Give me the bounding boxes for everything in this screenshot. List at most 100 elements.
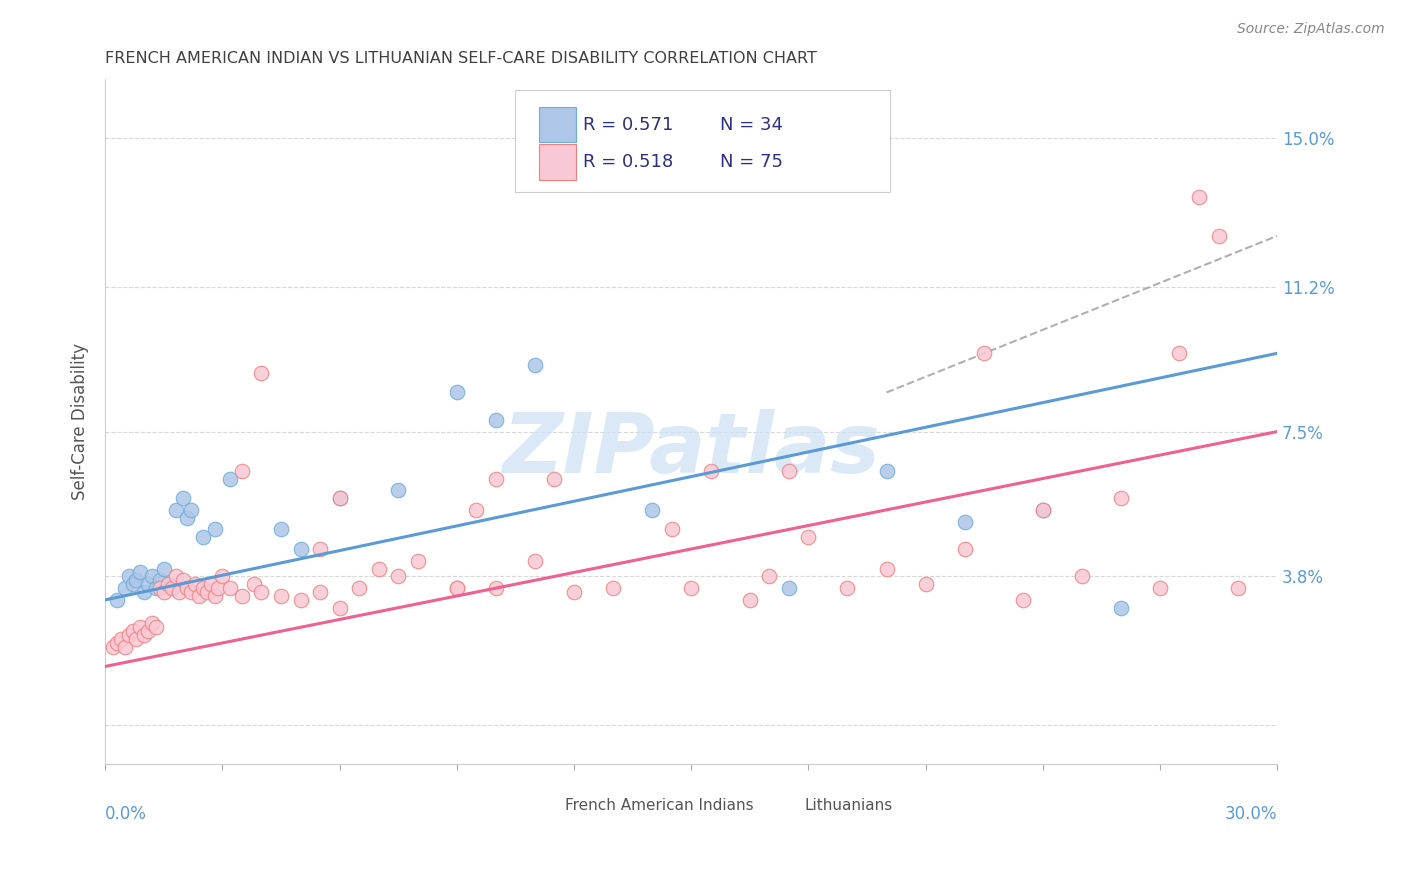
Point bbox=[176, 581, 198, 595]
Point bbox=[387, 569, 409, 583]
Point bbox=[778, 464, 800, 478]
Point bbox=[219, 472, 242, 486]
Point bbox=[160, 581, 183, 595]
Point bbox=[778, 581, 800, 595]
Point bbox=[204, 589, 226, 603]
Point bbox=[165, 569, 187, 583]
Point bbox=[699, 464, 721, 478]
Point bbox=[1168, 346, 1191, 360]
Point bbox=[169, 585, 191, 599]
Point bbox=[180, 503, 202, 517]
Point bbox=[446, 581, 468, 595]
Text: N = 34: N = 34 bbox=[720, 116, 783, 134]
Point bbox=[134, 628, 156, 642]
Point bbox=[953, 541, 976, 556]
Point bbox=[118, 628, 141, 642]
Point bbox=[207, 581, 229, 595]
Point bbox=[114, 581, 136, 595]
FancyBboxPatch shape bbox=[516, 89, 890, 193]
Point bbox=[242, 577, 264, 591]
Point bbox=[876, 561, 898, 575]
Point bbox=[145, 620, 167, 634]
Point bbox=[1012, 593, 1035, 607]
Point bbox=[195, 585, 218, 599]
Text: N = 75: N = 75 bbox=[720, 153, 783, 171]
Point bbox=[661, 523, 683, 537]
Point bbox=[149, 581, 172, 595]
Point bbox=[1032, 503, 1054, 517]
Point bbox=[1227, 581, 1250, 595]
Point bbox=[797, 530, 820, 544]
Point bbox=[290, 593, 312, 607]
Point bbox=[105, 593, 128, 607]
Point bbox=[121, 577, 143, 591]
Point bbox=[602, 581, 624, 595]
Point bbox=[1109, 491, 1132, 505]
Point bbox=[270, 589, 292, 603]
Point bbox=[125, 574, 148, 588]
FancyBboxPatch shape bbox=[765, 794, 799, 817]
Point bbox=[101, 640, 124, 654]
Point bbox=[156, 577, 179, 591]
Point bbox=[153, 561, 176, 575]
Point bbox=[641, 503, 664, 517]
Point bbox=[309, 541, 332, 556]
Point bbox=[211, 569, 233, 583]
Point bbox=[105, 636, 128, 650]
Text: French American Indians: French American Indians bbox=[565, 797, 754, 813]
Point bbox=[309, 585, 332, 599]
Point bbox=[136, 624, 159, 639]
Point bbox=[485, 472, 508, 486]
Text: 30.0%: 30.0% bbox=[1225, 805, 1277, 823]
Point bbox=[141, 569, 163, 583]
Point bbox=[160, 581, 183, 595]
Text: 0.0%: 0.0% bbox=[105, 805, 148, 823]
Point bbox=[204, 523, 226, 537]
Point bbox=[110, 632, 132, 646]
Point bbox=[329, 600, 352, 615]
Text: Source: ZipAtlas.com: Source: ZipAtlas.com bbox=[1237, 22, 1385, 37]
Point bbox=[188, 589, 211, 603]
Point bbox=[1109, 600, 1132, 615]
Text: Lithuanians: Lithuanians bbox=[804, 797, 893, 813]
Point bbox=[145, 581, 167, 595]
Point bbox=[1032, 503, 1054, 517]
Point bbox=[172, 491, 194, 505]
Point bbox=[149, 574, 172, 588]
Point bbox=[141, 616, 163, 631]
Point bbox=[165, 503, 187, 517]
Point bbox=[156, 577, 179, 591]
Point bbox=[446, 581, 468, 595]
FancyBboxPatch shape bbox=[538, 107, 576, 143]
Point bbox=[176, 510, 198, 524]
Point bbox=[953, 515, 976, 529]
Point bbox=[1188, 190, 1211, 204]
Point bbox=[250, 585, 273, 599]
Point bbox=[1149, 581, 1171, 595]
Point bbox=[681, 581, 703, 595]
Point bbox=[523, 358, 546, 372]
Point bbox=[153, 585, 176, 599]
Point bbox=[758, 569, 780, 583]
Point bbox=[129, 566, 152, 580]
Point bbox=[485, 581, 508, 595]
Point bbox=[184, 577, 207, 591]
Point bbox=[129, 620, 152, 634]
Point bbox=[134, 585, 156, 599]
Text: ZIPatlas: ZIPatlas bbox=[502, 409, 880, 490]
Point bbox=[231, 589, 253, 603]
FancyBboxPatch shape bbox=[538, 145, 576, 180]
Point bbox=[180, 585, 202, 599]
Point bbox=[367, 561, 389, 575]
Point bbox=[329, 491, 352, 505]
Point bbox=[1070, 569, 1092, 583]
Point bbox=[876, 464, 898, 478]
Point bbox=[543, 472, 565, 486]
Point bbox=[270, 523, 292, 537]
Point bbox=[200, 577, 222, 591]
Text: FRENCH AMERICAN INDIAN VS LITHUANIAN SELF-CARE DISABILITY CORRELATION CHART: FRENCH AMERICAN INDIAN VS LITHUANIAN SEL… bbox=[105, 51, 817, 66]
Point bbox=[914, 577, 936, 591]
Point bbox=[1208, 228, 1230, 243]
Point bbox=[387, 483, 409, 498]
Point bbox=[406, 554, 429, 568]
